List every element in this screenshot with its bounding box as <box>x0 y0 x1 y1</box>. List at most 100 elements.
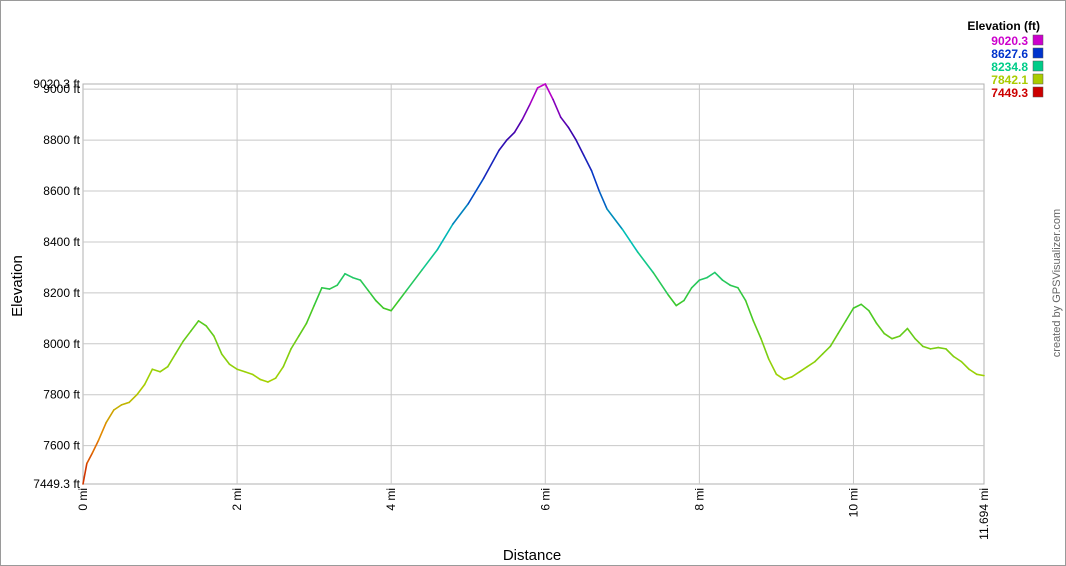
elevation-segment <box>875 322 886 335</box>
legend-swatch <box>1032 34 1044 46</box>
elevation-segment <box>244 370 254 376</box>
x-tick-label: 0 mi <box>76 488 90 511</box>
elevation-segment <box>467 177 485 205</box>
elevation-segment <box>328 284 339 290</box>
y-tick-label: 8800 ft <box>43 133 80 147</box>
elevation-segment <box>852 303 862 309</box>
elevation-segment <box>182 330 192 343</box>
legend-entry-label: 9020.3 <box>991 34 1028 48</box>
elevation-segment <box>398 289 408 302</box>
elevation-segment <box>421 248 439 271</box>
elevation-segment <box>374 299 385 309</box>
x-tick-label: 6 mi <box>538 488 552 511</box>
elevation-segment <box>575 139 585 157</box>
elevation-segment <box>505 131 516 141</box>
elevation-segment <box>567 126 577 141</box>
elevation-segment <box>529 87 539 106</box>
elevation-segment <box>737 286 747 302</box>
elevation-segment <box>960 360 970 371</box>
elevation-segment <box>536 83 547 89</box>
y-tick-label: 7800 ft <box>43 388 80 402</box>
elevation-segment <box>975 373 985 377</box>
elevation-segment <box>767 358 778 376</box>
elevation-segment <box>313 286 323 307</box>
elevation-segment <box>929 346 940 350</box>
legend: Elevation (ft) 9020.38627.68234.87842.17… <box>967 19 1044 100</box>
y-tick-label: 9020.3 ft <box>33 77 80 91</box>
elevation-segment <box>552 98 562 118</box>
elevation-segment <box>91 439 100 455</box>
y-tick-label: 7600 ft <box>43 439 80 453</box>
elevation-segment <box>290 335 300 350</box>
elevation-segment <box>844 307 855 322</box>
x-tick-label: 2 mi <box>230 488 244 511</box>
elevation-segment <box>721 279 732 287</box>
elevation-segment <box>891 335 901 340</box>
elevation-segment <box>945 348 955 358</box>
y-tick-label: 8400 ft <box>43 235 80 249</box>
elevation-segment <box>113 404 123 411</box>
grid-lines <box>82 83 985 485</box>
elevation-segment <box>544 83 554 101</box>
credit-label: created by GPSVisualizer.com <box>1051 209 1063 357</box>
elevation-segment <box>197 320 208 327</box>
elevation-segment <box>914 337 924 348</box>
elevation-segment <box>251 373 262 381</box>
elevation-segment <box>775 373 785 381</box>
elevation-segment <box>606 208 624 231</box>
elevation-segment <box>791 370 801 378</box>
elevation-segment <box>405 269 423 292</box>
elevation-segment <box>675 299 685 307</box>
legend-title: Elevation (ft) <box>967 19 1040 33</box>
elevation-segment <box>598 190 608 210</box>
elevation-segment <box>837 320 847 335</box>
elevation-segment <box>128 393 138 404</box>
elevation-segment <box>82 462 88 485</box>
elevation-segment <box>297 322 308 337</box>
elevation-segment <box>521 103 531 121</box>
x-tick-label: 4 mi <box>384 488 398 511</box>
elevation-segment <box>228 363 238 371</box>
elevation-segment <box>559 116 570 129</box>
y-tick-label: 8000 ft <box>43 337 80 351</box>
elevation-segment <box>382 307 392 312</box>
y-tick-labels: 7449.3 ft 7600 ft 7800 ft 8000 ft 8200 ft 840… <box>33 77 80 491</box>
elevation-segment <box>690 279 701 289</box>
elevation-segment <box>968 368 978 376</box>
elevation-segment <box>351 276 362 281</box>
legend-entry-label: 7842.1 <box>991 73 1028 87</box>
elevation-segment <box>86 452 94 465</box>
elevation-segment <box>583 154 593 172</box>
elevation-segment <box>814 353 824 363</box>
x-tick-label: 8 mi <box>692 488 706 511</box>
elevation-segment <box>906 327 916 340</box>
elevation-segment <box>220 353 231 365</box>
elevation-segment <box>883 332 893 340</box>
x-axis-title: Distance <box>503 547 561 564</box>
elevation-segment <box>806 360 816 368</box>
elevation-segment <box>143 368 154 386</box>
legend-swatch <box>1032 47 1044 59</box>
elevation-segment <box>190 320 200 332</box>
elevation-segment <box>729 284 739 289</box>
elevation-segment <box>344 272 354 279</box>
x-tick-labels: 0 mi 2 mi 4 mi 6 mi 8 mi 10 mi 11.694 mi <box>76 488 991 540</box>
elevation-segment <box>321 286 331 290</box>
legend-entry-label: 8627.6 <box>991 47 1028 61</box>
elevation-segment <box>97 421 107 442</box>
elevation-segment <box>236 368 246 373</box>
elevation-segment <box>590 169 601 192</box>
elevation-segment <box>760 337 770 360</box>
elevation-segment <box>752 320 762 340</box>
elevation-segment <box>498 139 508 152</box>
legend-swatch <box>1032 73 1044 85</box>
legend-entry-label: 8234.8 <box>991 60 1028 74</box>
legend-entry-label: 7449.3 <box>991 86 1028 100</box>
elevation-segment <box>952 355 963 363</box>
elevation-segment <box>783 376 793 381</box>
elevation-segment <box>105 409 115 424</box>
legend-swatch <box>1032 60 1044 72</box>
elevation-segment <box>274 365 285 379</box>
